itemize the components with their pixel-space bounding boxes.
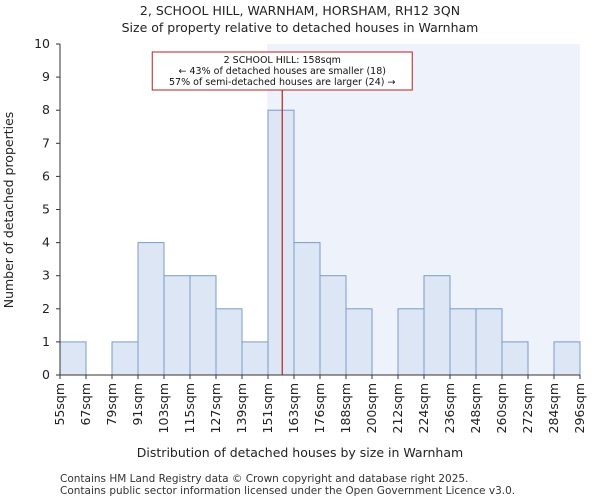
chart-subtitle: Size of property relative to detached ho…	[122, 20, 479, 35]
bar-163sqm	[293, 242, 321, 376]
x-tick-label-115sqm: 115sqm	[182, 383, 197, 433]
y-tick-label-2: 2	[42, 301, 50, 316]
y-tick-label-4: 4	[42, 235, 50, 250]
x-tick-label-163sqm: 163sqm	[286, 383, 301, 433]
y-tick-label-9: 9	[42, 69, 50, 84]
y-tick-label-8: 8	[42, 102, 50, 117]
bar-55sqm	[59, 341, 87, 376]
x-tick-label-236sqm: 236sqm	[442, 383, 457, 433]
bar-284sqm	[553, 341, 581, 376]
x-tick-label-200sqm: 200sqm	[364, 383, 379, 433]
bar-248sqm	[475, 308, 503, 376]
chart-title: 2, SCHOOL HILL, WARNHAM, HORSHAM, RH12 3…	[140, 3, 460, 18]
bar-260sqm	[501, 341, 529, 376]
bar-188sqm	[345, 308, 373, 376]
x-tick-label-139sqm: 139sqm	[234, 383, 249, 433]
y-tick-label-0: 0	[42, 367, 50, 382]
bar-115sqm	[189, 275, 217, 376]
y-tick-label-3: 3	[42, 268, 50, 283]
x-axis-label: Distribution of detached houses by size …	[137, 445, 463, 460]
x-tick-label-272sqm: 272sqm	[520, 383, 535, 433]
x-tick-label-91sqm: 91sqm	[130, 383, 145, 426]
bar-176sqm	[319, 275, 347, 376]
annotation-line-2: ← 43% of detached houses are smaller (18…	[179, 66, 386, 77]
footer-line-1: Contains HM Land Registry data © Crown c…	[60, 473, 468, 485]
x-tick-label-260sqm: 260sqm	[494, 383, 509, 433]
bar-224sqm	[423, 275, 451, 376]
y-axis-label: Number of detached properties	[1, 112, 16, 309]
bar-91sqm	[137, 242, 165, 376]
x-tick-label-127sqm: 127sqm	[208, 383, 223, 433]
x-tick-label-67sqm: 67sqm	[78, 383, 93, 426]
x-tick-label-284sqm: 284sqm	[546, 383, 561, 433]
plot-area: 0 1 2 3 4 5 6 7 8 9 10 55sqm 67sqm 79sqm 91sqm 103sqm 11…	[34, 36, 587, 433]
bar-139sqm	[241, 341, 269, 376]
x-tick-label-55sqm: 55sqm	[52, 383, 67, 426]
x-tick-label-103sqm: 103sqm	[156, 383, 171, 433]
x-tick-label-151sqm: 151sqm	[260, 383, 275, 433]
annotation-line-1: 2 SCHOOL HILL: 158sqm	[224, 55, 341, 66]
x-tick-label-212sqm: 212sqm	[390, 383, 405, 433]
bar-236sqm	[449, 308, 477, 376]
bar-103sqm	[163, 275, 191, 376]
bar-79sqm	[111, 341, 139, 376]
y-tick-label-1: 1	[42, 334, 50, 349]
x-tick-label-188sqm: 188sqm	[338, 383, 353, 433]
x-tick-label-248sqm: 248sqm	[468, 383, 483, 433]
x-tick-label-224sqm: 224sqm	[416, 383, 431, 433]
x-tick-label-79sqm: 79sqm	[104, 383, 119, 426]
y-tick-label-7: 7	[42, 135, 50, 150]
footer-line-2: Contains public sector information licen…	[60, 485, 515, 497]
x-tick-label-296sqm: 296sqm	[572, 383, 587, 433]
y-tick-label-10: 10	[34, 36, 50, 51]
x-tick-label-176sqm: 176sqm	[312, 383, 327, 433]
annotation-box	[151, 51, 413, 91]
y-tick-label-5: 5	[42, 202, 50, 217]
annotation-line-3: 57% of semi-detached houses are larger (…	[169, 77, 396, 88]
bar-212sqm	[397, 308, 425, 376]
y-tick-label-6: 6	[42, 168, 50, 183]
bar-151sqm	[267, 109, 295, 376]
bar-127sqm	[215, 308, 243, 376]
